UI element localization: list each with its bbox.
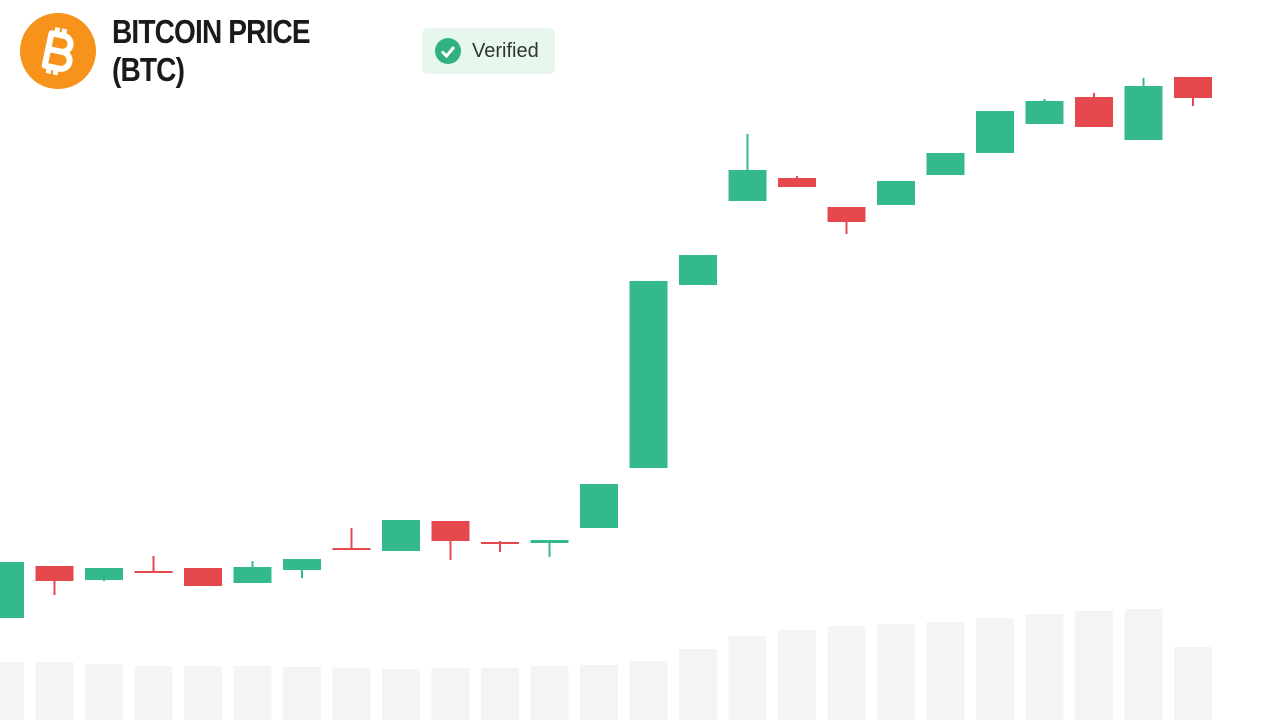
candle-body <box>728 170 767 201</box>
volume-bar <box>332 668 371 720</box>
volume-bar <box>580 665 618 720</box>
candle-body <box>85 568 123 580</box>
badge-label: Verified <box>472 39 539 62</box>
candle-body <box>976 111 1014 153</box>
volume-bar <box>382 669 420 720</box>
candle-body <box>332 548 371 550</box>
volume-bar <box>1174 647 1212 720</box>
candle-body <box>530 540 569 543</box>
volume-bar <box>629 661 668 720</box>
bitcoin-icon <box>20 13 96 89</box>
candle-body <box>1075 97 1113 127</box>
candle-body <box>827 207 866 222</box>
candle-body <box>1174 77 1212 98</box>
title: BITCOIN PRICE (BTC) <box>112 13 311 88</box>
candle-body <box>283 559 321 570</box>
candle-body <box>629 281 668 468</box>
volume-bar <box>85 664 123 720</box>
check-icon <box>435 38 461 64</box>
candle-body <box>134 571 173 573</box>
candle-body <box>431 521 470 541</box>
header: BITCOIN PRICE (BTC) Verified <box>20 13 555 89</box>
volume-bar <box>481 668 519 720</box>
candle-body <box>184 568 222 586</box>
volume-bar <box>530 666 569 720</box>
volume-bar <box>877 624 915 720</box>
candle-body <box>1124 86 1163 140</box>
volume-bar <box>976 618 1014 720</box>
volume-bar <box>827 626 866 720</box>
verified-badge: Verified <box>422 28 555 74</box>
candle-body <box>926 153 965 175</box>
volume-bar <box>35 662 74 720</box>
candle-body <box>1025 101 1064 124</box>
volume-bar <box>283 667 321 720</box>
candle-body <box>35 566 74 581</box>
volume-bar <box>0 662 24 720</box>
volume-bar <box>728 636 767 720</box>
volume-bar <box>1025 614 1064 720</box>
volume-bar <box>778 630 816 720</box>
volume-bar <box>679 649 717 720</box>
volume-bar <box>1124 609 1163 720</box>
candle-body <box>778 178 816 187</box>
volume-bar <box>134 666 173 720</box>
candle-body <box>679 255 717 285</box>
candle-body <box>580 484 618 528</box>
volume-bar <box>926 622 965 720</box>
volume-bar <box>1075 611 1113 720</box>
volume-bar <box>184 666 222 720</box>
volume-bar <box>233 666 272 720</box>
candle-body <box>481 542 519 544</box>
candle-body <box>0 562 24 618</box>
volume-bar <box>431 668 470 720</box>
candle-body <box>877 181 915 205</box>
candle-body <box>382 520 420 551</box>
candle-body <box>233 567 272 583</box>
